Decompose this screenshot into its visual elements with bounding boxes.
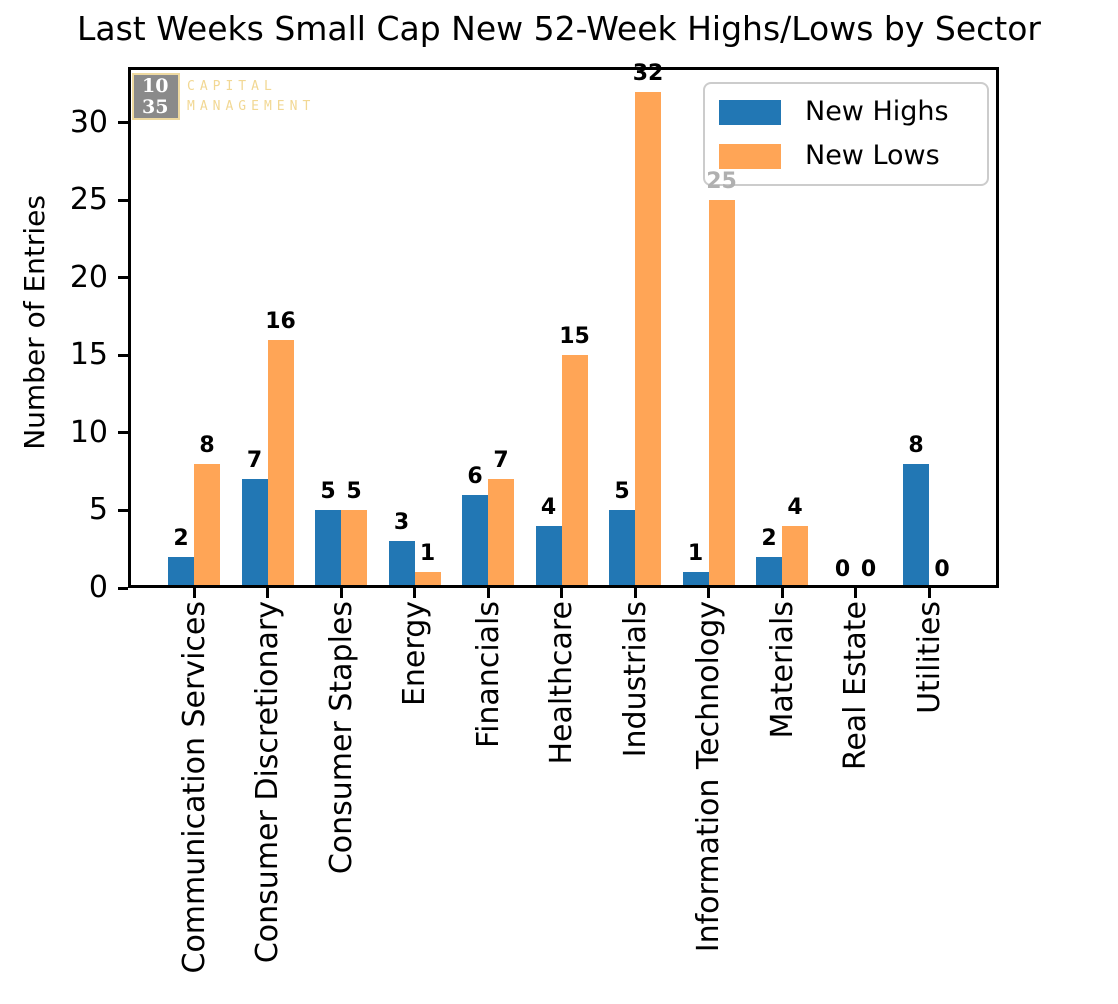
bar-new-lows-industrials [635, 91, 661, 588]
bar-label-new-highs-healthcare: 4 [540, 494, 557, 520]
bar-new-lows-consumer-discretionary [267, 339, 294, 588]
x-tick-label-energy: Energy [397, 601, 432, 707]
y-tick-label: 0 [88, 570, 108, 605]
x-tick [413, 588, 416, 598]
bar-new-highs-communication-services [168, 556, 194, 588]
bar-new-lows-consumer-staples [341, 510, 367, 588]
bar-new-highs-financials [462, 494, 488, 588]
logo-wordmark: CAPITAL MANAGEMENT [187, 73, 315, 117]
bar-label-new-lows-consumer-discretionary: 16 [265, 308, 296, 334]
x-tick-label-industrials: Industrials [617, 601, 653, 758]
y-tick-label: 25 [69, 182, 108, 218]
bar-new-highs-materials [756, 556, 782, 588]
legend-label-new-lows: New Lows [805, 140, 940, 171]
x-tick-label-real-estate: Real Estate [838, 601, 873, 771]
x-tick [707, 588, 710, 598]
x-tick [486, 588, 490, 598]
y-tick [118, 431, 128, 435]
bar-label-new-lows-healthcare: 15 [559, 324, 590, 350]
x-tick-label-financials: Financials [470, 601, 506, 748]
bar-new-lows-information-technology [708, 200, 735, 588]
bar-label-new-lows-utilities: 0 [934, 557, 950, 582]
legend: New Highs New Lows [703, 82, 989, 186]
x-tick-label-materials: Materials [764, 601, 800, 739]
bar-new-lows-healthcare [561, 355, 588, 588]
bar-label-new-lows-materials: 4 [787, 494, 803, 520]
legend-swatch-new-lows [719, 143, 781, 169]
bar-new-lows-energy [414, 572, 441, 588]
y-tick [118, 198, 128, 202]
bar-label-new-lows-industrials: 32 [632, 60, 664, 86]
x-tick-label-communication-services: Communication Services [176, 601, 212, 974]
y-tick [118, 353, 128, 357]
bar-new-lows-financials [488, 479, 514, 588]
logo-word-capital: CAPITAL [187, 79, 277, 94]
legend-label-new-highs: New Highs [805, 96, 949, 127]
bar-new-highs-energy [388, 541, 415, 588]
bar-label-new-lows-consumer-staples: 5 [346, 479, 362, 505]
legend-item-new-lows: New Lows [719, 141, 987, 171]
logo-number-top: 10 [142, 74, 169, 97]
logo-word-management: MANAGEMENT [187, 99, 316, 114]
legend-swatch-new-highs [719, 99, 781, 125]
bar-new-highs-industrials [609, 510, 635, 588]
bar-label-new-highs-information-technology: 1 [687, 541, 704, 567]
bar-label-new-highs-utilities: 8 [908, 432, 924, 458]
bar-new-highs-healthcare [535, 525, 562, 588]
bar-label-new-highs-communication-services: 2 [173, 525, 189, 551]
x-tick [192, 588, 196, 598]
bar-label-new-highs-consumer-staples: 5 [320, 479, 336, 505]
bar-label-new-highs-consumer-discretionary: 7 [246, 448, 263, 474]
y-tick [118, 121, 128, 125]
chart-title: Last Weeks Small Cap New 52-Week Highs/L… [77, 9, 1041, 48]
x-tick [927, 588, 931, 598]
x-tick-label-information-technology: Information Technology [691, 601, 726, 953]
x-tick [854, 588, 857, 598]
bar-new-highs-utilities [903, 463, 929, 588]
x-tick-label-consumer-staples: Consumer Staples [323, 601, 359, 875]
bar-label-new-highs-real-estate: 0 [834, 557, 851, 582]
bar-label-new-lows-energy: 1 [419, 541, 436, 567]
legend-item-new-highs: New Highs [719, 97, 987, 127]
bar-label-new-highs-industrials: 5 [614, 479, 630, 505]
x-tick [633, 588, 637, 598]
logo-1035-capital-management: 10 35 CAPITAL MANAGEMENT [132, 73, 315, 120]
y-tick [118, 586, 128, 590]
bar-new-highs-information-technology [682, 572, 709, 588]
bar-new-lows-communication-services [194, 463, 220, 588]
y-tick [118, 508, 128, 512]
bar-new-highs-consumer-staples [315, 510, 341, 588]
x-tick [339, 588, 343, 598]
bar-label-new-lows-communication-services: 8 [199, 432, 215, 458]
y-axis-label: Number of Entries [18, 195, 51, 450]
bar-new-lows-materials [782, 525, 808, 588]
logo-number-bottom: 35 [142, 95, 169, 118]
bar-label-new-lows-real-estate: 0 [860, 557, 877, 582]
y-tick [118, 276, 128, 280]
bar-label-new-highs-financials: 6 [467, 463, 483, 489]
x-tick [560, 588, 563, 598]
y-tick-label: 15 [69, 337, 108, 373]
bar-label-new-lows-financials: 7 [493, 448, 509, 474]
bar-new-highs-consumer-discretionary [241, 479, 268, 588]
x-tick-label-utilities: Utilities [911, 601, 947, 714]
x-tick-label-consumer-discretionary: Consumer Discretionary [250, 601, 285, 964]
x-tick [266, 588, 269, 598]
bar-label-new-highs-materials: 2 [761, 525, 777, 551]
y-tick-label: 10 [69, 414, 108, 450]
bar-label-new-highs-energy: 3 [393, 510, 410, 536]
y-tick-label: 5 [88, 492, 108, 528]
logo-box: 10 35 [132, 73, 180, 120]
y-tick-label: 20 [69, 259, 108, 295]
x-tick-label-healthcare: Healthcare [544, 601, 579, 765]
x-tick [780, 588, 784, 598]
y-tick-label: 30 [69, 104, 108, 140]
bar-label-new-lows-information-technology: 25 [706, 169, 737, 195]
